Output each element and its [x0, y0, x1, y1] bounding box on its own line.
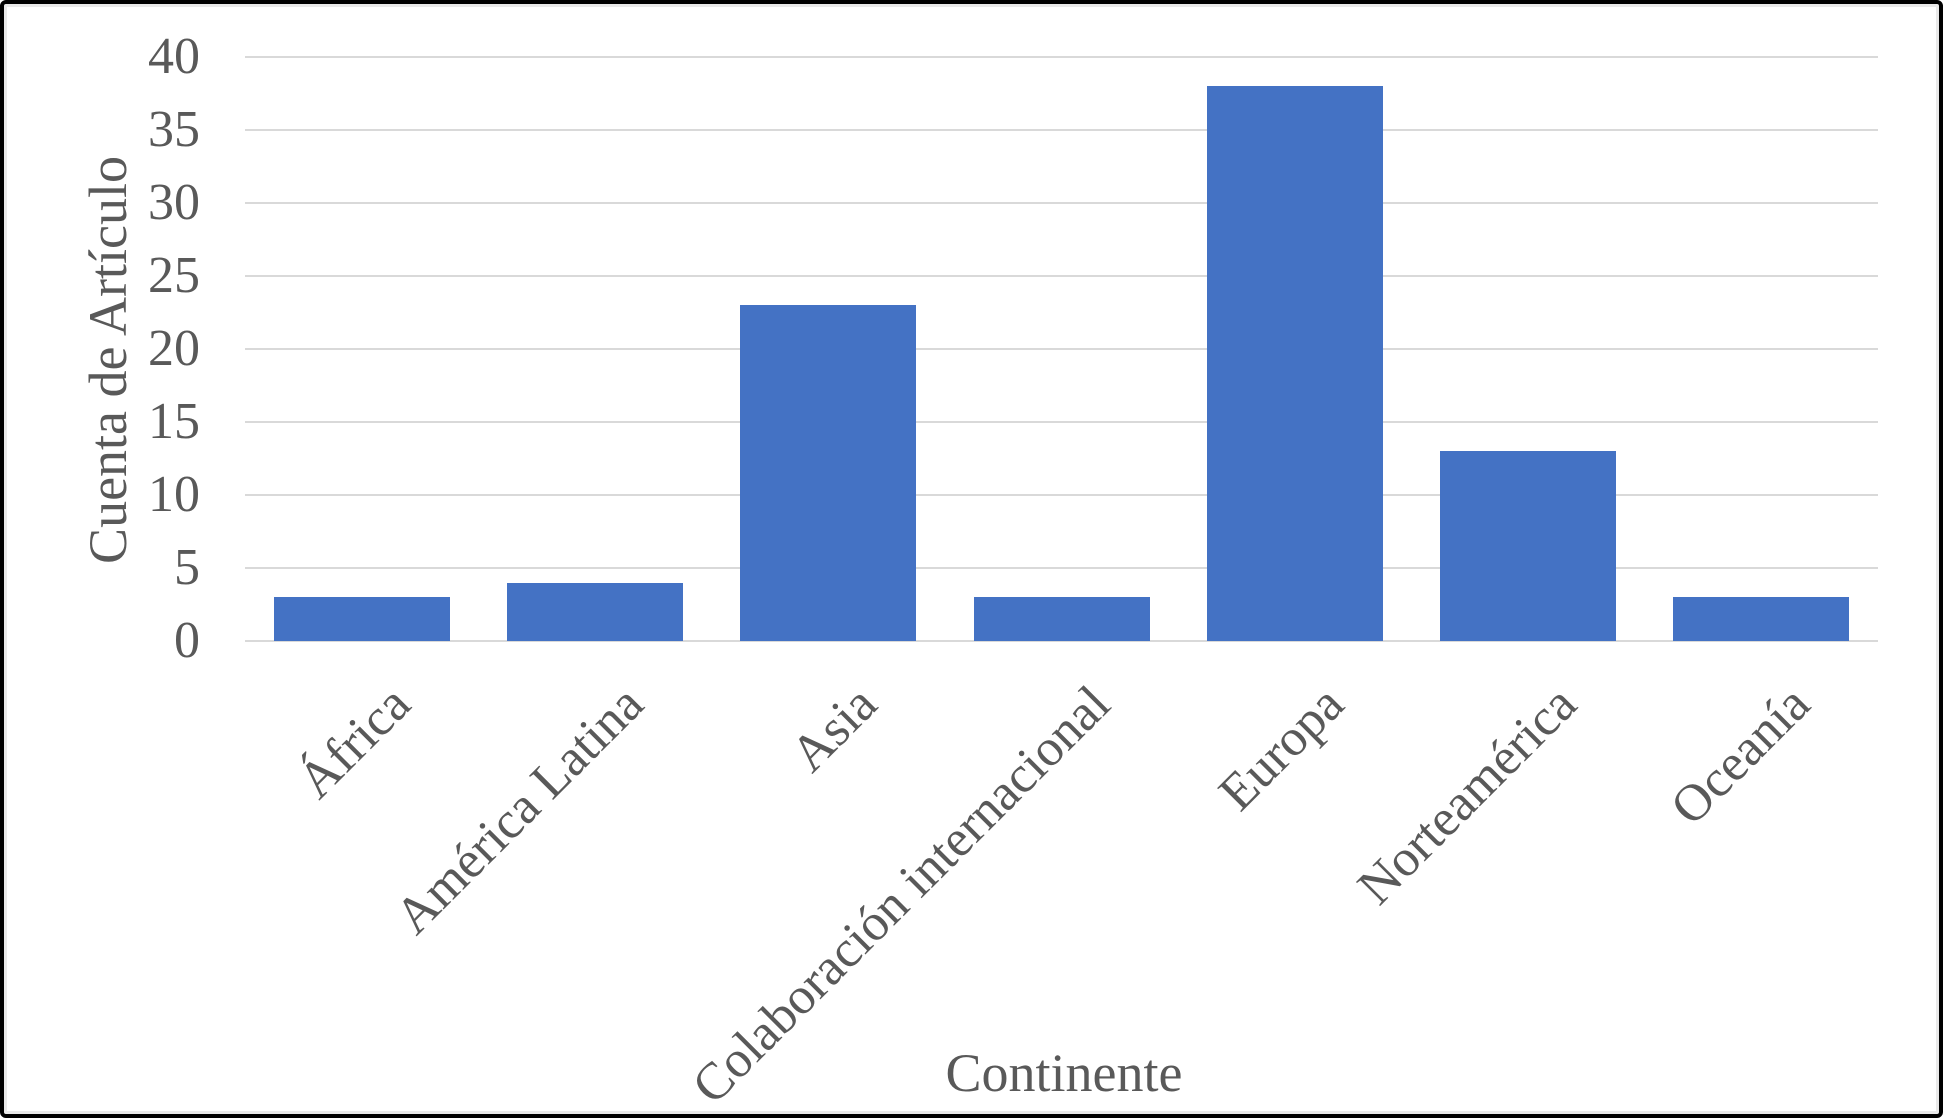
bar-africa [273, 597, 450, 641]
bar-oceania [1673, 597, 1850, 641]
gridline-y-25 [245, 275, 1878, 277]
y-tick-label-15: 15 [148, 393, 200, 450]
x-category-label-africa: África [287, 675, 422, 810]
gridline-y-0 [245, 640, 1878, 642]
bar-norteamerica [1440, 451, 1617, 641]
y-tick-label-25: 25 [148, 247, 200, 304]
y-tick-label-0: 0 [174, 612, 200, 669]
gridline-y-15 [245, 421, 1878, 423]
gridline-y-5 [245, 567, 1878, 569]
bar-europa [1206, 86, 1383, 641]
x-category-label-asia: Asia [780, 675, 888, 784]
y-tick-label-10: 10 [148, 466, 200, 523]
gridline-y-40 [245, 56, 1878, 58]
gridline-y-35 [245, 129, 1878, 131]
gridline-y-10 [245, 494, 1878, 496]
x-category-label-america-latina: América Latina [384, 675, 655, 946]
bar-america-latina [506, 582, 683, 641]
bar-asia [740, 305, 917, 641]
plot-area [245, 56, 1878, 642]
x-category-label-europa: Europa [1207, 675, 1355, 822]
y-tick-label-5: 5 [174, 539, 200, 596]
y-tick-label-35: 35 [148, 101, 200, 158]
y-tick-label-20: 20 [148, 320, 200, 377]
x-axis-title: Continente [945, 1043, 1183, 1103]
x-category-label-norteamerica: Norteamérica [1347, 675, 1588, 916]
y-tick-label-40: 40 [148, 28, 200, 85]
gridline-y-20 [245, 348, 1878, 350]
bar-colaboracion-internacional [973, 597, 1150, 641]
y-tick-label-30: 30 [148, 174, 200, 231]
x-category-label-oceania: Oceanía [1660, 675, 1821, 837]
gridline-y-30 [245, 202, 1878, 204]
